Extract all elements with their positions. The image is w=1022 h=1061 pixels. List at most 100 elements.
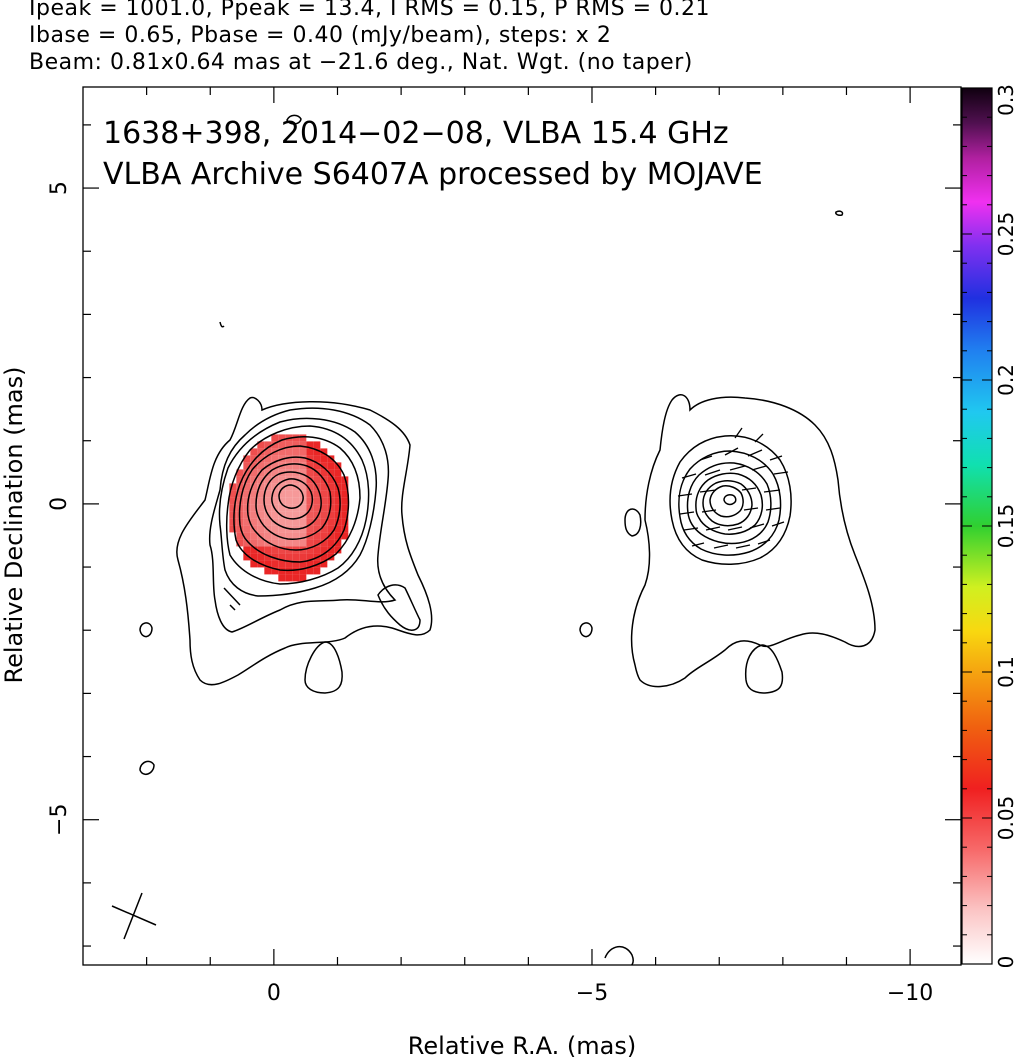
polarization-pixel bbox=[306, 448, 314, 456]
contour-8-left bbox=[255, 463, 332, 540]
plot-header: Ipeak = 1001.0, Ppeak = 13.4, I RMS = 0.… bbox=[0, 0, 1022, 85]
polarization-pixel bbox=[292, 448, 300, 456]
polarization-pixel bbox=[327, 539, 335, 547]
polarization-pixel bbox=[313, 497, 321, 505]
polarization-pixel bbox=[257, 455, 265, 463]
polarization-pixel bbox=[334, 469, 342, 477]
polarization-pixel bbox=[278, 490, 286, 498]
polarization-pixel bbox=[320, 455, 328, 463]
polarization-pixel bbox=[292, 532, 300, 540]
polarization-pixel bbox=[257, 511, 265, 519]
polarization-pixel bbox=[264, 532, 272, 540]
polarization-pixel bbox=[278, 539, 286, 547]
polarization-pixel bbox=[229, 483, 237, 491]
contour-outer-left bbox=[176, 396, 433, 686]
polarization-vectors-right bbox=[677, 427, 789, 549]
polarization-pixel bbox=[313, 567, 321, 575]
polarization-pixel bbox=[278, 504, 286, 512]
polarization-pixel bbox=[327, 518, 335, 526]
polarization-pixel bbox=[313, 539, 321, 547]
polarization-pixel bbox=[299, 511, 307, 519]
polarization-pixel bbox=[334, 490, 342, 498]
polarization-pixel bbox=[320, 525, 328, 533]
polarization-pixel bbox=[334, 525, 342, 533]
contours-right bbox=[579, 394, 876, 694]
polarization-pixel bbox=[327, 511, 335, 519]
polarization-pixel bbox=[271, 490, 279, 498]
polarization-pixel bbox=[243, 525, 251, 533]
polarization-pixel bbox=[306, 490, 314, 498]
polarization-pixel bbox=[313, 518, 321, 526]
polarization-pixel bbox=[229, 504, 237, 512]
polarization-pixel bbox=[327, 546, 335, 554]
contour-islet-4 bbox=[219, 321, 225, 328]
polarization-pixel bbox=[243, 546, 251, 554]
polarization-pixel bbox=[271, 455, 279, 463]
polarization-pixel bbox=[320, 532, 328, 540]
contour-5-right bbox=[695, 472, 764, 535]
polarization-pixel bbox=[320, 553, 328, 561]
polarization-pixel bbox=[320, 518, 328, 526]
polarization-pixel bbox=[285, 469, 293, 477]
polarization-pixel bbox=[285, 511, 293, 519]
polarization-pixel bbox=[250, 469, 258, 477]
polarization-pixel bbox=[250, 455, 258, 463]
polarization-pixel bbox=[313, 441, 321, 449]
polarization-pixel bbox=[257, 441, 265, 449]
polarization-pixel bbox=[250, 553, 258, 561]
polarization-pixel bbox=[236, 469, 244, 477]
y-axis-label: Relative Declination (mas) bbox=[0, 366, 28, 683]
polarization-pixel bbox=[285, 441, 293, 449]
colorbar-tick-label: 0.3 bbox=[994, 84, 1018, 116]
polarization-pixel bbox=[292, 497, 300, 505]
polarization-pixel bbox=[299, 525, 307, 533]
x-tick-label: 0 bbox=[267, 981, 281, 1006]
polarization-pixel bbox=[264, 490, 272, 498]
polarization-pixel bbox=[264, 448, 272, 456]
polarization-pixel bbox=[250, 504, 258, 512]
polarization-pixel bbox=[320, 546, 328, 554]
polarization-pixel bbox=[292, 441, 300, 449]
contour-outer-right bbox=[630, 394, 876, 688]
polarization-pixel bbox=[320, 448, 328, 456]
polarization-pixel bbox=[278, 574, 286, 582]
polarization-pixel bbox=[264, 553, 272, 561]
contour-4-left bbox=[225, 425, 370, 585]
polarization-pixel bbox=[299, 434, 307, 442]
polarization-pixel bbox=[320, 539, 328, 547]
polarization-pixel bbox=[229, 490, 237, 498]
colorbar-tick-label: 0.15 bbox=[994, 504, 1018, 549]
polarization-pixel bbox=[257, 525, 265, 533]
polarization-pixel bbox=[292, 574, 300, 582]
contour-core-right bbox=[723, 494, 737, 506]
polarization-pixel bbox=[250, 518, 258, 526]
contour-7-right bbox=[709, 485, 744, 518]
polarization-pixel bbox=[292, 455, 300, 463]
polarization-pixel bbox=[313, 462, 321, 470]
polarization-pixel bbox=[306, 462, 314, 470]
polarization-pixel bbox=[306, 476, 314, 484]
polarization-pixel bbox=[250, 490, 258, 498]
polarization-pixel bbox=[243, 511, 251, 519]
polarization-pixel bbox=[264, 455, 272, 463]
polarization-pixel bbox=[250, 462, 258, 470]
polarization-pixel bbox=[250, 483, 258, 491]
polarization-pixel bbox=[285, 455, 293, 463]
polarization-pixel bbox=[278, 553, 286, 561]
colorbar-tick-label: 0.1 bbox=[994, 656, 1018, 688]
polarization-pixel bbox=[271, 532, 279, 540]
polarization-pixel bbox=[278, 476, 286, 484]
header-line-base: Ibase = 0.65, Pbase = 0.40 (mJy/beam), s… bbox=[29, 23, 612, 48]
plot-frame bbox=[82, 86, 962, 966]
polarization-pixel bbox=[320, 469, 328, 477]
polarization-pixel bbox=[236, 483, 244, 491]
polarization-pixel bbox=[264, 546, 272, 554]
polarization-pixel bbox=[278, 483, 286, 491]
polarization-pixel bbox=[278, 434, 286, 442]
y-tick-label: 0 bbox=[47, 497, 72, 511]
polarization-pixel bbox=[257, 448, 265, 456]
polarization-pixel bbox=[299, 518, 307, 526]
polarization-pixel bbox=[299, 483, 307, 491]
colorbar-tick-label: 0.05 bbox=[994, 796, 1018, 841]
polarization-pixel bbox=[243, 539, 251, 547]
